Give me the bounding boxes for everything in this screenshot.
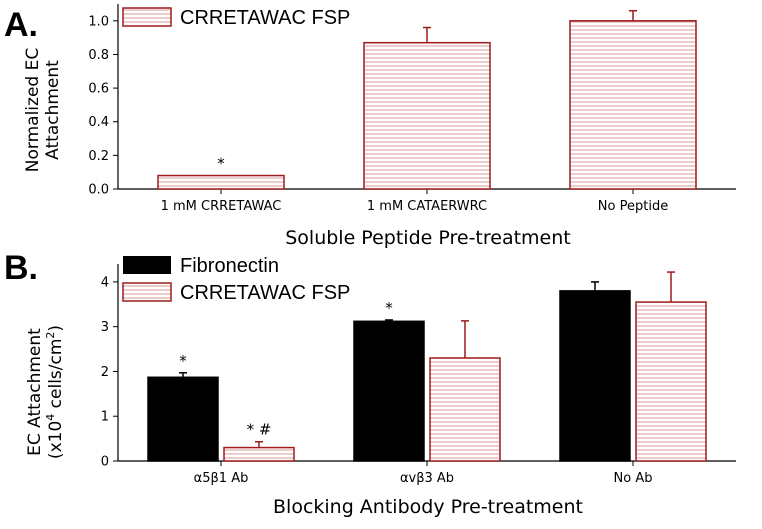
panel-b-legend-swatch-solid [123, 256, 171, 274]
panel-b-legend: Fibronectin CRRETAWAC FSP [122, 255, 350, 304]
y-tick-label: 0.8 [88, 48, 109, 63]
x-tick-label: α5β1 Ab [194, 471, 249, 486]
panel-b-legend-label-2: CRRETAWAC FSP [180, 282, 350, 304]
panel-a-letter: A. [4, 6, 38, 44]
x-tick-label: 1 mM CRRETAWAC [161, 199, 282, 214]
panel-a-legend: CRRETAWAC FSP [122, 7, 350, 29]
ylabel-post: ) [46, 325, 66, 332]
y-tick-label: 0.4 [88, 115, 109, 130]
y-tick-label: 1 [101, 410, 109, 425]
panel-a: A. Normalized EC Attachment 0.0 0.2 0.4 0.6… [4, 4, 736, 249]
panel-b-legend-label-1: Fibronectin [180, 255, 279, 277]
panel-b-ylabel-line1: EC Attachment [25, 328, 45, 456]
bar [635, 301, 707, 462]
significance-label: * # [247, 421, 272, 439]
panel-b-plot: 0 1 2 3 4 α5β1 Ab * * # αvβ3 Ab * No Ab [101, 264, 736, 486]
y-tick-label: 4 [101, 275, 109, 290]
panel-b-ylabel-line2: (x104 cells/cm2) [44, 325, 66, 459]
significance-label: * [179, 352, 187, 370]
panel-a-ylabel-line2: Attachment [43, 60, 63, 160]
bar [569, 20, 697, 190]
panel-b-yaxis-title: EC Attachment (x104 cells/cm2) [25, 325, 66, 459]
bar [429, 357, 501, 462]
ylabel-mid: cells/cm [46, 339, 66, 414]
y-tick-label: 0.2 [88, 149, 109, 164]
ylabel-sup-4: 4 [44, 414, 57, 421]
y-tick-label: 0.6 [88, 82, 109, 97]
panel-a-xaxis-title: Soluble Peptide Pre-treatment [285, 227, 571, 249]
panel-a-plot: 0.0 0.2 0.4 0.6 0.8 1.0 1 mM CRRETAWAC * 1 mM CA… [88, 4, 736, 214]
x-tick-label: No Ab [614, 471, 653, 486]
significance-label: * [217, 155, 225, 173]
y-tick-label: 1.0 [88, 14, 109, 29]
bar [223, 446, 295, 462]
significance-label: * [385, 299, 393, 317]
bar [157, 174, 285, 190]
x-tick-label: αvβ3 Ab [400, 471, 454, 486]
ylabel-pre: (x10 [46, 421, 66, 459]
ylabel-sup-2: 2 [44, 332, 57, 339]
bar [353, 320, 425, 462]
y-tick-label: 0.0 [88, 183, 109, 198]
x-tick-label: 1 mM CATAERWRC [367, 199, 487, 214]
panel-b-letter: B. [4, 249, 38, 287]
panel-b: B. EC Attachment (x104 cells/cm2) 01234α… [4, 249, 736, 518]
panel-b-xaxis-title: Blocking Antibody Pre-treatment [273, 496, 583, 518]
panel-a-legend-label: CRRETAWAC FSP [180, 7, 350, 29]
y-tick-label: 0 [101, 455, 109, 470]
panel-a-ylabel-line1: Normalized EC [23, 48, 43, 172]
bar [363, 41, 491, 190]
panel-b-legend-swatch-hatched [122, 282, 172, 302]
panel-a-legend-swatch-hatched [122, 7, 172, 27]
y-tick-label: 3 [101, 320, 109, 335]
y-tick-label: 2 [101, 365, 109, 380]
x-tick-label: No Peptide [598, 199, 668, 214]
panel-a-yaxis-title: Normalized EC Attachment [23, 48, 63, 172]
bar [559, 290, 631, 462]
bar [147, 376, 219, 462]
